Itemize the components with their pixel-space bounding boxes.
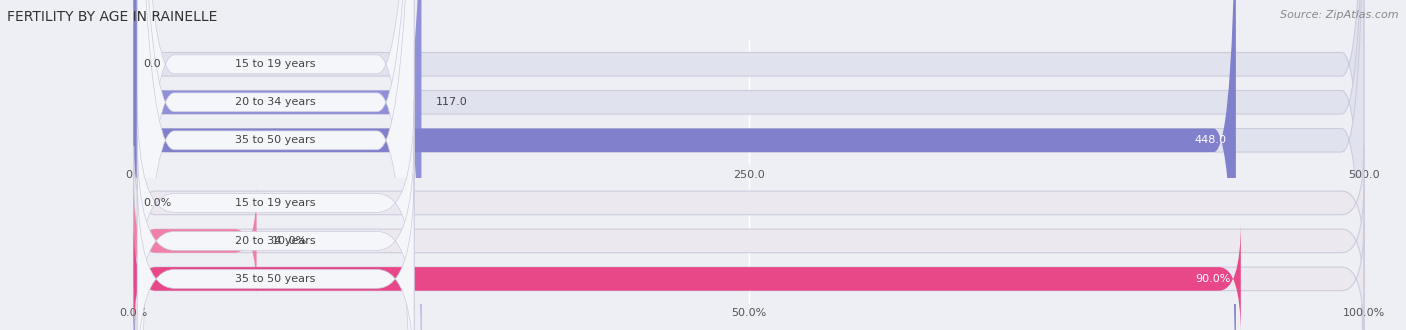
Text: 35 to 50 years: 35 to 50 years (235, 274, 316, 284)
Text: 0.0: 0.0 (143, 59, 162, 69)
Text: Source: ZipAtlas.com: Source: ZipAtlas.com (1281, 10, 1399, 20)
FancyBboxPatch shape (138, 0, 415, 330)
Text: 15 to 19 years: 15 to 19 years (235, 59, 316, 69)
Text: 117.0: 117.0 (436, 97, 468, 107)
FancyBboxPatch shape (134, 184, 257, 298)
Text: 35 to 50 years: 35 to 50 years (235, 135, 316, 145)
FancyBboxPatch shape (138, 98, 415, 308)
FancyBboxPatch shape (134, 0, 1364, 330)
Text: 10.0%: 10.0% (271, 236, 307, 246)
FancyBboxPatch shape (134, 222, 1240, 330)
FancyBboxPatch shape (134, 0, 422, 330)
FancyBboxPatch shape (134, 146, 1364, 259)
FancyBboxPatch shape (138, 174, 415, 330)
Text: FERTILITY BY AGE IN RAINELLE: FERTILITY BY AGE IN RAINELLE (7, 10, 218, 24)
Text: 0.0%: 0.0% (143, 198, 172, 208)
FancyBboxPatch shape (134, 0, 1364, 330)
Text: 448.0: 448.0 (1194, 135, 1226, 145)
FancyBboxPatch shape (134, 0, 1364, 330)
Text: 90.0%: 90.0% (1195, 274, 1232, 284)
FancyBboxPatch shape (134, 0, 1236, 330)
FancyBboxPatch shape (138, 0, 415, 330)
Text: 20 to 34 years: 20 to 34 years (235, 236, 316, 246)
FancyBboxPatch shape (138, 0, 415, 330)
FancyBboxPatch shape (134, 184, 1364, 298)
Text: 20 to 34 years: 20 to 34 years (235, 97, 316, 107)
Text: 15 to 19 years: 15 to 19 years (235, 198, 316, 208)
FancyBboxPatch shape (134, 222, 1364, 330)
FancyBboxPatch shape (138, 136, 415, 330)
